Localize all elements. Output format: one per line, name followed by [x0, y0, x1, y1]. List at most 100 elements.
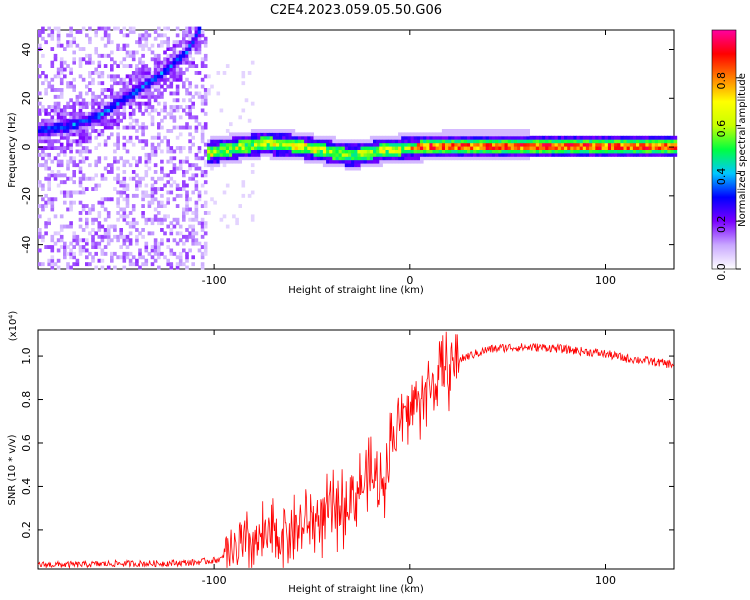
heatmap-cell [72, 163, 76, 168]
heatmap-cell [194, 71, 199, 75]
heatmap-cell [135, 64, 139, 68]
heatmap-cell [394, 156, 399, 161]
heatmap-cell [66, 265, 70, 270]
heatmap-cell [241, 193, 246, 198]
heatmap-cell [119, 77, 123, 82]
heatmap-cell [244, 156, 249, 161]
heatmap-cell [56, 30, 61, 34]
heatmap-cell [269, 156, 274, 161]
heatmap-cell [391, 156, 396, 161]
heatmap-cell [185, 190, 189, 195]
heatmap-cell [504, 135, 509, 140]
heatmap-cell [172, 118, 177, 123]
colorbar-tick-label: 0.4 [715, 168, 728, 186]
heatmap-cell [432, 139, 437, 144]
heatmap-cell [285, 152, 289, 157]
heatmap-cell [426, 132, 430, 137]
heatmap-cell [360, 139, 365, 144]
heatmap-cell [47, 125, 51, 130]
heatmap-cell [385, 149, 390, 154]
heatmap-cell [172, 60, 177, 65]
heatmap-cell [420, 132, 424, 137]
heatmap-cell [557, 152, 562, 157]
heatmap-cell [110, 74, 114, 79]
heatmap-cell [595, 135, 599, 140]
heatmap-cell [194, 84, 199, 89]
heatmap-cell [78, 111, 83, 116]
heatmap-cell [69, 241, 73, 246]
heatmap-cell [178, 231, 183, 236]
heatmap-cell [225, 149, 230, 154]
heatmap-cell [160, 74, 164, 79]
heatmap-cell [241, 71, 246, 75]
heatmap-cell [125, 88, 130, 92]
heatmap-cell [113, 81, 117, 86]
heatmap-cell [41, 26, 45, 31]
heatmap-cell [59, 214, 64, 219]
heatmap-cell [182, 40, 186, 45]
heatmap-cell [50, 47, 55, 51]
heatmap-cell [150, 152, 155, 157]
heatmap-cell [191, 101, 195, 106]
heatmap-cell [501, 142, 505, 147]
heatmap-cell [78, 108, 83, 113]
heatmap-cell [360, 152, 365, 157]
heatmap-cell [175, 98, 180, 103]
heatmap-cell [197, 50, 202, 55]
heatmap-cell [373, 149, 377, 154]
heatmap-cell [542, 149, 546, 154]
heatmap-cell [604, 146, 609, 150]
heatmap-cell [141, 262, 145, 267]
heatmap-cell [260, 146, 264, 150]
heatmap-cell [517, 152, 521, 157]
heatmap-cell [150, 149, 155, 154]
heatmap-cell [191, 43, 195, 48]
heatmap-cell [254, 132, 258, 137]
heatmap-cell [94, 159, 98, 164]
heatmap-cell [188, 50, 192, 55]
heatmap-cell [639, 149, 643, 154]
heatmap-cell [147, 33, 152, 38]
heatmap-cell [166, 36, 170, 41]
heatmap-cell [250, 60, 255, 65]
heatmap-cell [673, 149, 678, 154]
heatmap-cell [153, 258, 158, 263]
heatmap-cell [66, 64, 70, 68]
heatmap-cell [329, 149, 333, 154]
heatmap-cell [75, 118, 80, 123]
heatmap-cell [341, 156, 346, 161]
heatmap-cell [122, 57, 127, 62]
heatmap-cell [379, 152, 383, 157]
heatmap-cell [153, 64, 158, 68]
heatmap-cell [601, 139, 606, 144]
heatmap-cell [78, 125, 83, 130]
heatmap-cell [191, 224, 195, 229]
heatmap-cell [250, 190, 255, 195]
heatmap-cell [175, 40, 180, 45]
heatmap-cell [147, 200, 152, 205]
heatmap-cell [607, 135, 612, 140]
heatmap-cell [197, 91, 202, 96]
heatmap-cell [413, 156, 418, 161]
heatmap-cell [160, 71, 164, 75]
heatmap-cell [470, 156, 474, 161]
heatmap-cell [59, 77, 64, 82]
heatmap-cell [85, 146, 89, 150]
heatmap-cell [441, 152, 446, 157]
heatmap-cell [116, 234, 120, 239]
heatmap-cell [626, 146, 631, 150]
heatmap-cell [567, 152, 571, 157]
heatmap-cell [135, 91, 139, 96]
heatmap-cell [492, 135, 496, 140]
heatmap-cell [128, 26, 133, 31]
heatmap-cell [78, 135, 83, 140]
heatmap-cell [463, 146, 468, 150]
colorbar-ticks: 0.00.20.40.60.8 [715, 72, 741, 281]
heatmap-cell [178, 187, 183, 191]
heatmap-cell [141, 146, 145, 150]
heatmap-cell [188, 84, 192, 89]
heatmap-cell [285, 149, 289, 154]
heatmap-cell [604, 152, 609, 157]
heatmap-cell [348, 166, 352, 171]
